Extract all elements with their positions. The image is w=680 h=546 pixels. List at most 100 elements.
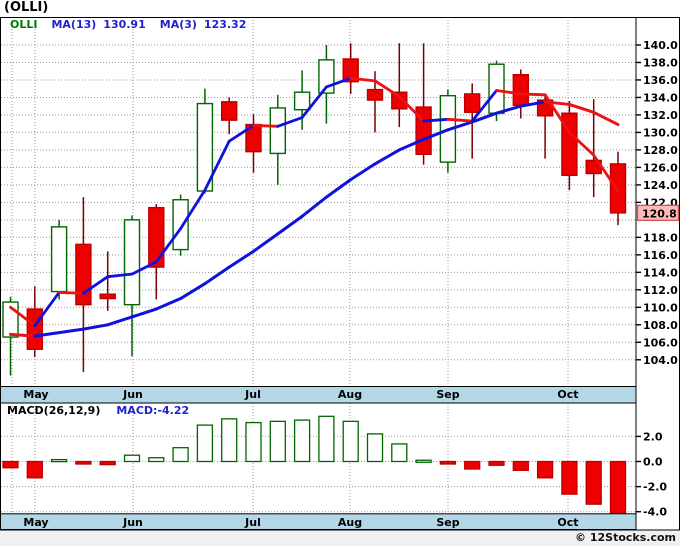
candle-down [391, 91, 408, 110]
ma13-line-segment [397, 137, 426, 152]
macd-bar-positive [269, 420, 286, 463]
ma3-line-segment [446, 117, 474, 123]
month-axis-top: May Jun Jul Aug Sep Oct [0, 388, 636, 403]
axis-label: 112.0 [643, 284, 678, 297]
ma13-line-segment [300, 195, 328, 218]
ma3-line-segment [154, 227, 183, 264]
ma3-line-segment [349, 76, 377, 83]
candle-down [220, 101, 238, 121]
ma13-line-segment [179, 282, 207, 301]
watermark: © 12Stocks.com [575, 531, 676, 544]
macd-bar-positive [50, 458, 68, 463]
macd-bar-negative [561, 460, 578, 495]
candle-down [99, 293, 116, 300]
ma13-line-segment [446, 120, 474, 132]
ma3-line-segment [495, 89, 523, 96]
page-header: (OLLI) [0, 0, 680, 17]
axis-label: 126.0 [643, 161, 678, 174]
axis-label: -2.0 [643, 481, 667, 494]
ma3-line-segment [82, 275, 110, 295]
candle-up [269, 107, 286, 155]
macd-bar-positive [415, 459, 432, 463]
axis-label: 110.0 [643, 301, 678, 314]
month-label: Aug [337, 388, 363, 401]
ma13-line-segment [422, 128, 450, 141]
axis-label: 128.0 [643, 144, 678, 157]
macd-bar-negative [464, 460, 481, 470]
ma13-line-segment [373, 148, 401, 166]
axis-label: 2.0 [643, 430, 663, 443]
axis-label: 140.0 [643, 39, 678, 52]
month-label: Jul [245, 388, 261, 401]
macd-params-label: MACD(26,12,9) [7, 404, 101, 417]
ma13-line-segment [9, 332, 37, 338]
macd-bar-positive [342, 420, 359, 463]
ma13-line-segment [349, 162, 377, 182]
ma3-line-segment [324, 76, 353, 89]
chart-background [0, 17, 680, 530]
axis-label: -4.0 [643, 506, 667, 519]
ma13-line-segment [567, 102, 596, 114]
month-label: Aug [337, 516, 363, 529]
ma13-line-segment [106, 315, 134, 327]
macd-bar-positive [391, 443, 408, 463]
axis-label: 108.0 [643, 319, 678, 332]
ma13-line-segment [252, 232, 280, 253]
ma3-legend-label: MA(3) [159, 18, 197, 31]
macd-legend: MACD(26,12,9) MACD:-4.22 [7, 404, 189, 417]
candle-up [123, 219, 141, 306]
candle-up [50, 226, 68, 293]
macd-bar-positive [196, 424, 214, 463]
ma3-line-segment [252, 124, 280, 128]
ma3-line-segment [592, 153, 620, 193]
month-label: Oct [557, 388, 579, 401]
ma13-line-segment [130, 307, 158, 319]
macd-bar-negative [585, 460, 602, 505]
ma3-line-segment [203, 139, 231, 192]
ma13-line-segment [324, 178, 353, 199]
ma3-line-segment [300, 85, 328, 119]
axis-label: 114.0 [643, 266, 678, 279]
ma13-line-segment [203, 265, 231, 286]
month-label: Sep [436, 516, 460, 529]
ma13-line-segment [154, 297, 183, 311]
ma3-line-segment [130, 260, 158, 276]
macd-bar-positive [148, 457, 165, 463]
ma3-line-segment [276, 116, 304, 128]
month-label: Sep [436, 388, 460, 401]
month-label: May [23, 388, 49, 401]
macd-bar-positive [318, 415, 335, 463]
axis-label: 138.0 [643, 56, 678, 69]
macd-bar-positive [221, 418, 238, 463]
macd-bar-positive [172, 447, 189, 463]
last-price-label: 120.8 [642, 207, 677, 220]
month-label: Jul [245, 516, 261, 529]
month-axis-bottom: May Jun Jul Aug Sep Oct [0, 516, 636, 531]
ma3-line-segment [543, 93, 571, 134]
axis-label: 136.0 [643, 74, 678, 87]
ma13-line-segment [470, 111, 498, 124]
ma3-line-segment [57, 291, 85, 295]
month-label: Jun [123, 516, 143, 529]
macd-bar-negative [2, 460, 19, 469]
candle-up [488, 63, 505, 114]
ma3-line-segment [9, 305, 37, 328]
candle-down [512, 74, 529, 107]
ma3-line-segment [470, 89, 498, 123]
macd-value-label: MACD:-4.22 [116, 404, 190, 417]
symbol-label: OLLI [10, 18, 38, 31]
ma3-line-segment [397, 95, 426, 123]
axis-label: 116.0 [643, 249, 678, 262]
ma3-line-segment [422, 117, 450, 123]
macd-bar-negative [99, 460, 116, 466]
axis-label: 124.0 [643, 179, 678, 192]
month-label: Jun [123, 388, 143, 401]
last-price-label-box [636, 204, 680, 222]
ma3-line-segment [179, 188, 207, 231]
ma13-line-segment [81, 323, 110, 331]
macd-bar-positive [245, 421, 262, 463]
axis-label: 134.0 [643, 91, 678, 104]
candle-up [293, 91, 311, 111]
page-title: (OLLI) [4, 0, 49, 15]
ma13-legend-value: 130.91 [103, 18, 146, 31]
